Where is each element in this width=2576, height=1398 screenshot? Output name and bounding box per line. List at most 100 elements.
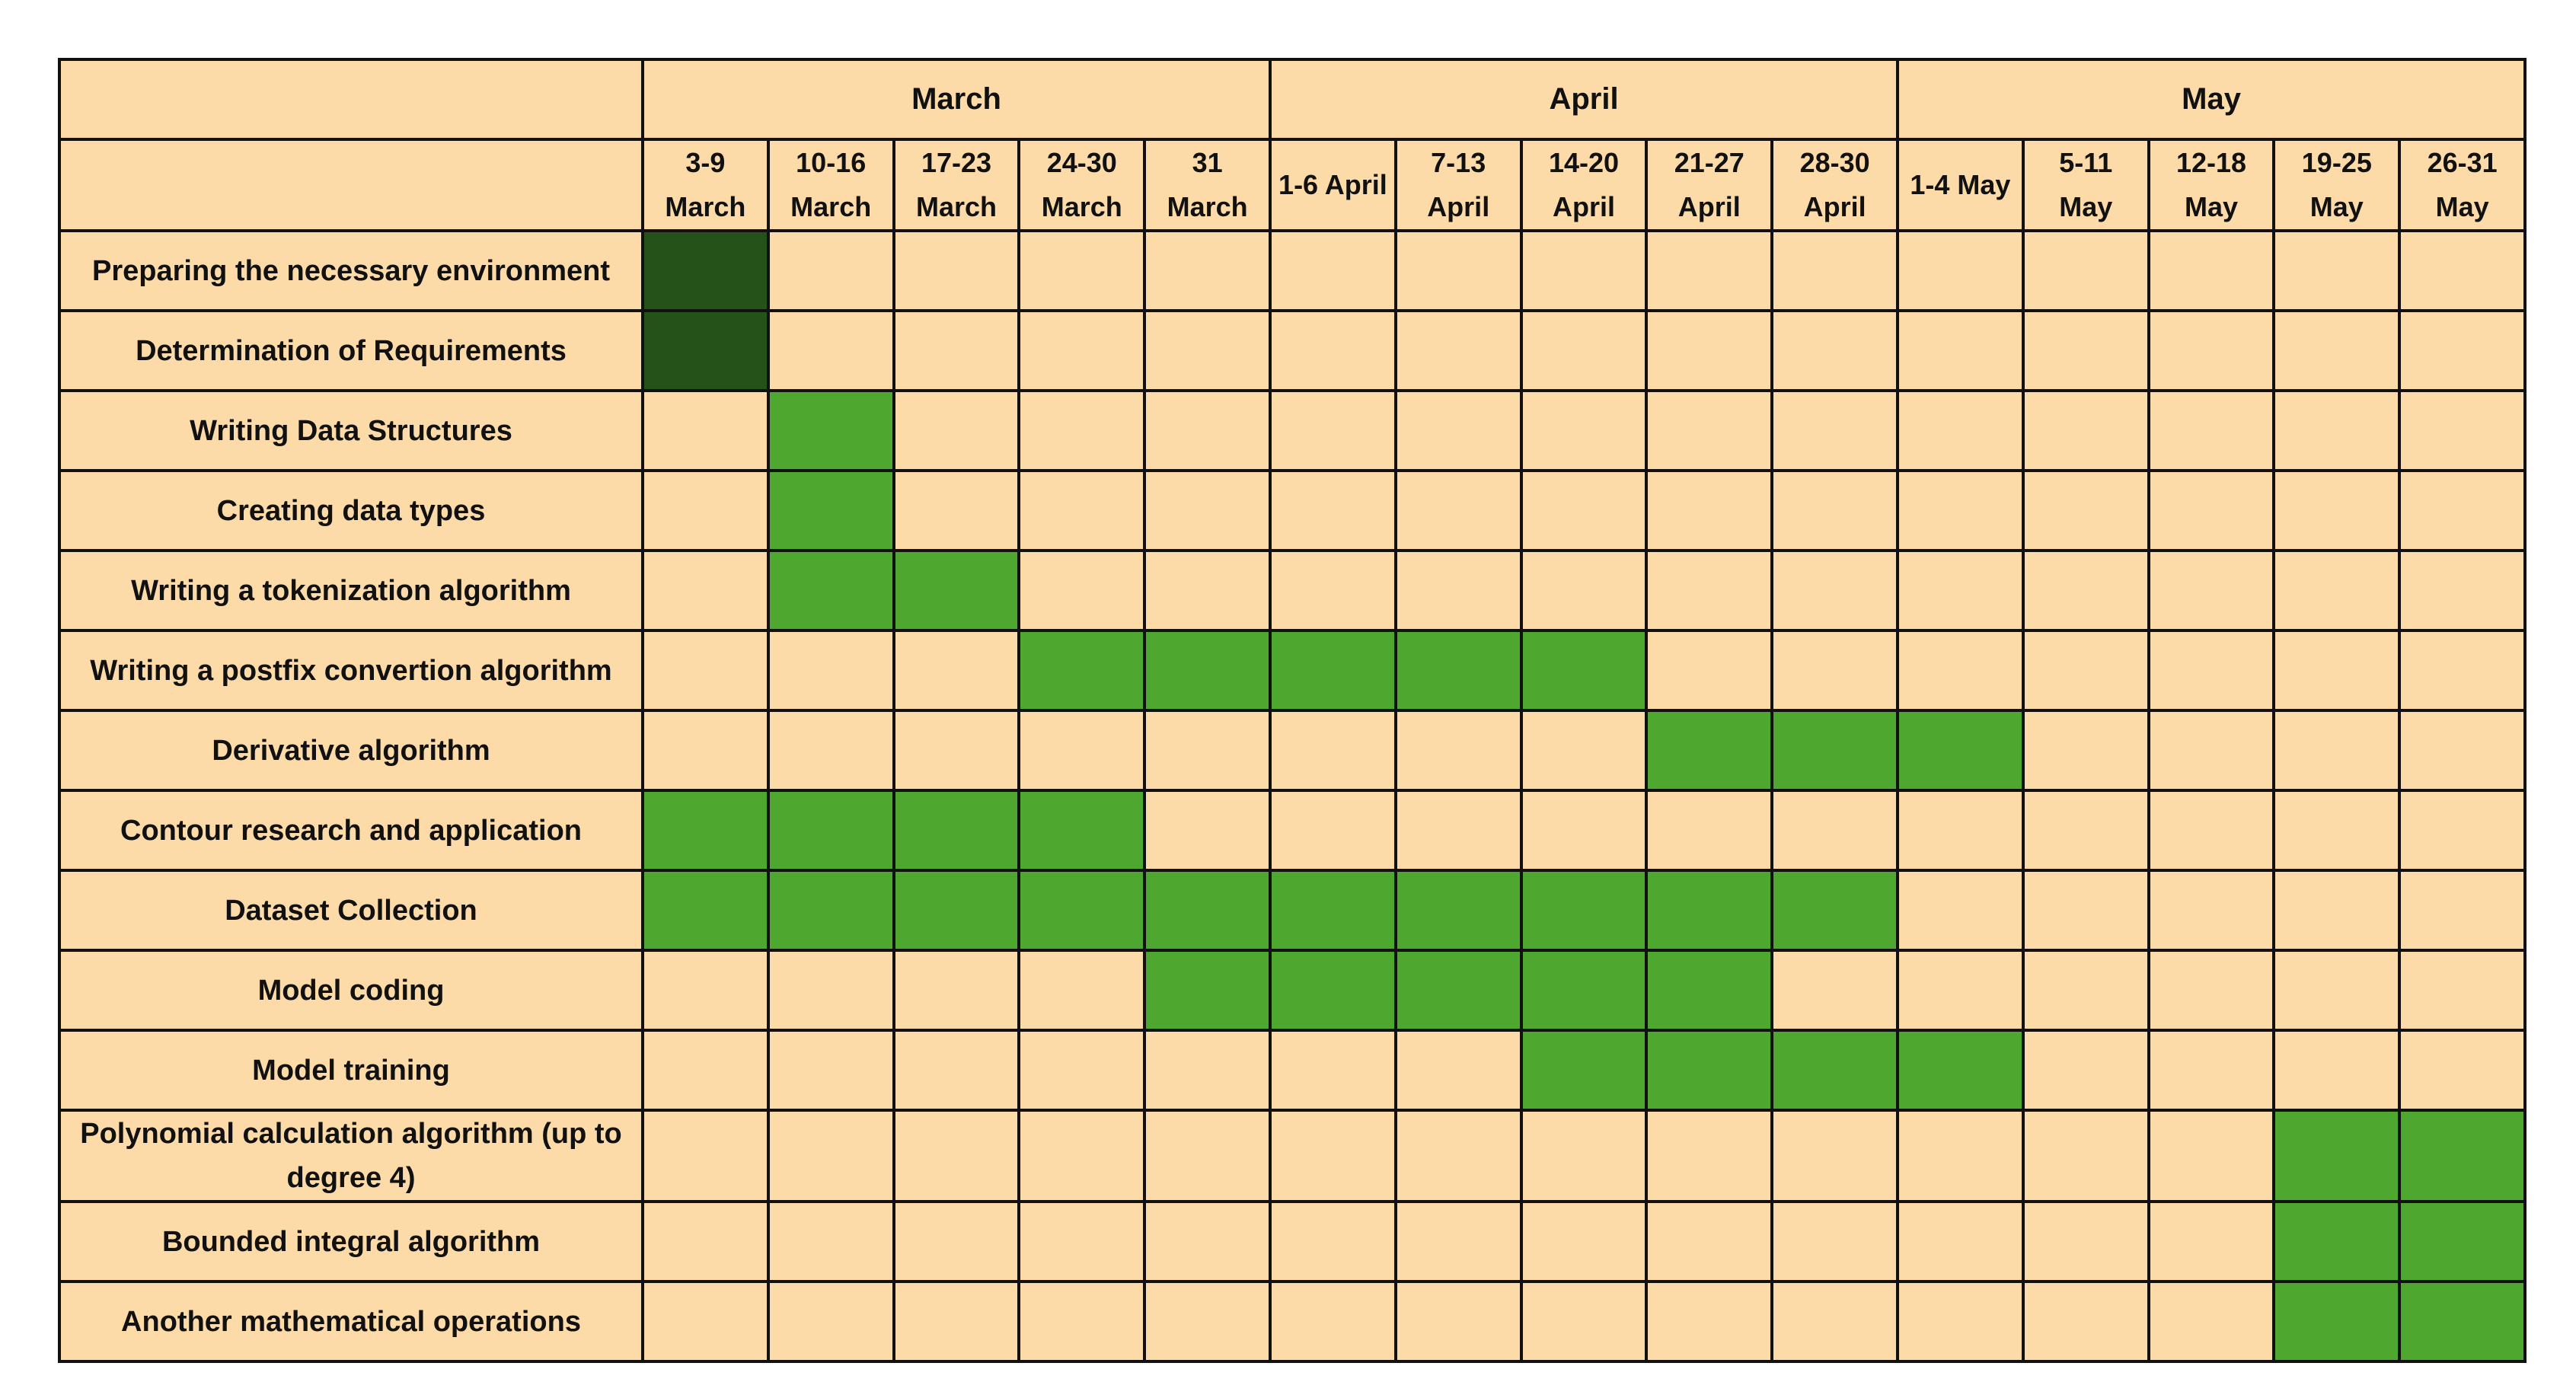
gantt-empty-cell (1896, 1109, 2025, 1203)
gantt-empty-cell (1393, 389, 1523, 472)
gantt-empty-cell (2021, 629, 2150, 712)
gantt-empty-cell (1017, 549, 1147, 632)
task-label: Preparing the necessary environment (58, 229, 644, 312)
gantt-empty-cell (892, 1280, 1021, 1363)
task-label: Derivative algorithm (58, 709, 644, 792)
gantt-empty-cell (1770, 229, 1900, 312)
gantt-empty-cell (641, 1200, 770, 1283)
gantt-empty-cell (2147, 389, 2276, 472)
gantt-empty-cell (2398, 469, 2527, 552)
gantt-bar-cell (1896, 709, 2025, 792)
gantt-empty-cell (641, 1029, 770, 1112)
week-header: 28-30 April (1770, 138, 1900, 232)
gantt-chart: March April May 3-9 March 10-16 March 17-23 M… (58, 58, 2527, 1363)
task-row: Creating data types (58, 469, 2527, 552)
gantt-empty-cell (2272, 469, 2402, 552)
gantt-empty-cell (2272, 229, 2402, 312)
gantt-empty-cell (2147, 1029, 2276, 1112)
gantt-empty-cell (1896, 229, 2025, 312)
gantt-empty-cell (2021, 1200, 2150, 1283)
task-row: Model coding (58, 949, 2527, 1032)
gantt-empty-cell (1645, 229, 1774, 312)
gantt-empty-cell (1519, 549, 1649, 632)
gantt-empty-cell (1519, 389, 1649, 472)
gantt-empty-cell (892, 469, 1021, 552)
gantt-empty-cell (2272, 1029, 2402, 1112)
gantt-empty-cell (1269, 1280, 1397, 1363)
gantt-empty-cell (1017, 1109, 1147, 1203)
gantt-empty-cell (2147, 789, 2276, 872)
task-label: Bounded integral algorithm (58, 1200, 644, 1283)
gantt-empty-cell (1143, 1109, 1272, 1203)
week-header: 26-31 May (2398, 138, 2527, 232)
gantt-bar-cell (2398, 1109, 2527, 1203)
gantt-bar-cell (2272, 1200, 2402, 1283)
task-row: Polynomial calculation algorithm (up to … (58, 1109, 2527, 1203)
gantt-empty-cell (2272, 949, 2402, 1032)
gantt-empty-cell (1519, 1109, 1649, 1203)
gantt-empty-cell (2147, 1109, 2276, 1203)
gantt-bar-cell (1896, 1029, 2025, 1112)
gantt-empty-cell (1519, 1280, 1649, 1363)
gantt-empty-cell (766, 1109, 895, 1203)
week-header: 7-13 April (1393, 138, 1523, 232)
gantt-bar-cell (1269, 629, 1397, 712)
gantt-empty-cell (1269, 1109, 1397, 1203)
gantt-empty-cell (2398, 389, 2527, 472)
gantt-empty-cell (2021, 309, 2150, 392)
task-label: Dataset Collection (58, 869, 644, 952)
gantt-empty-cell (1770, 469, 1900, 552)
gantt-bar-cell (1143, 869, 1272, 952)
gantt-empty-cell (2272, 629, 2402, 712)
gantt-empty-cell (892, 229, 1021, 312)
gantt-empty-cell (1770, 1280, 1900, 1363)
gantt-empty-cell (2021, 709, 2150, 792)
task-label: Contour research and application (58, 789, 644, 872)
gantt-bar-cell (641, 309, 770, 392)
gantt-bar-cell (1645, 709, 1774, 792)
gantt-empty-cell (1143, 709, 1272, 792)
gantt-empty-cell (2272, 869, 2402, 952)
gantt-bar-cell (1645, 949, 1774, 1032)
task-label: Creating data types (58, 469, 644, 552)
gantt-empty-cell (1017, 229, 1147, 312)
gantt-empty-cell (2272, 709, 2402, 792)
month-header: March (641, 58, 1272, 141)
gantt-bar-cell (1519, 869, 1649, 952)
gantt-empty-cell (2272, 789, 2402, 872)
gantt-empty-cell (766, 1280, 895, 1363)
gantt-bar-cell (892, 869, 1021, 952)
gantt-bar-cell (641, 789, 770, 872)
gantt-empty-cell (1393, 1200, 1523, 1283)
gantt-empty-cell (1393, 549, 1523, 632)
gantt-empty-cell (1393, 789, 1523, 872)
gantt-empty-cell (1770, 789, 1900, 872)
gantt-empty-cell (2398, 549, 2527, 632)
week-header: 3-9 March (641, 138, 770, 232)
gantt-empty-cell (1143, 469, 1272, 552)
gantt-empty-cell (1017, 309, 1147, 392)
gantt-empty-cell (2398, 629, 2527, 712)
gantt-empty-cell (1269, 789, 1397, 872)
task-label: Determination of Requirements (58, 309, 644, 392)
week-header: 24-30 March (1017, 138, 1147, 232)
gantt-empty-cell (2272, 389, 2402, 472)
gantt-empty-cell (892, 629, 1021, 712)
gantt-empty-cell (1770, 629, 1900, 712)
gantt-empty-cell (1017, 1280, 1147, 1363)
task-row: Writing a postfix convertion algorithm (58, 629, 2527, 712)
gantt-empty-cell (2021, 469, 2150, 552)
month-header-row: March April May (58, 58, 2527, 141)
corner-cell (58, 58, 644, 141)
gantt-bar-cell (1645, 1029, 1774, 1112)
gantt-empty-cell (2147, 549, 2276, 632)
gantt-empty-cell (641, 1280, 770, 1363)
gantt-empty-cell (1143, 1280, 1272, 1363)
gantt-empty-cell (2398, 869, 2527, 952)
gantt-empty-cell (1770, 949, 1900, 1032)
gantt-empty-cell (1519, 1200, 1649, 1283)
task-row: Writing a tokenization algorithm (58, 549, 2527, 632)
gantt-empty-cell (1896, 469, 2025, 552)
gantt-bar-cell (2398, 1280, 2527, 1363)
gantt-empty-cell (1017, 469, 1147, 552)
